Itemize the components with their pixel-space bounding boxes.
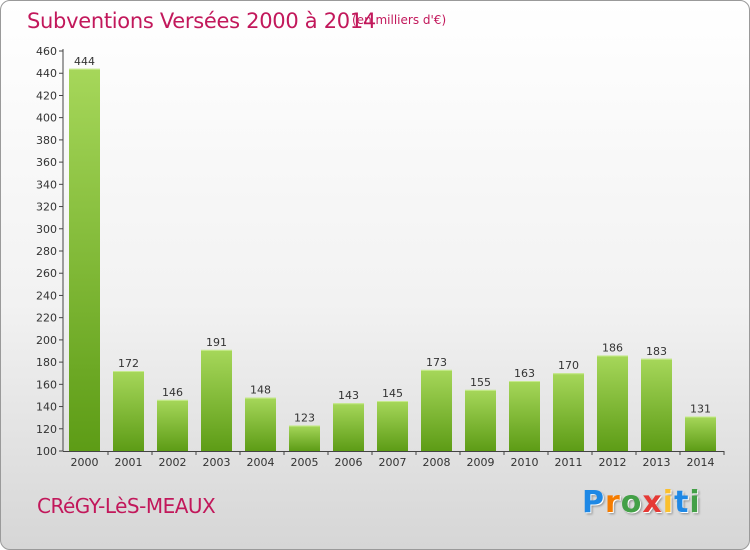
chart-title: Subventions Versées 2000 à 2014 (27, 9, 376, 33)
bar-2007 (377, 401, 408, 451)
logo-letter: o (620, 485, 643, 520)
y-tick-label: 260 (36, 267, 57, 280)
data-label: 145 (382, 387, 403, 400)
y-tick-label: 200 (36, 334, 57, 347)
bar-2010 (509, 381, 540, 451)
bar-2001 (113, 371, 144, 451)
x-tick-label: 2008 (423, 456, 451, 469)
y-tick-label: 220 (36, 312, 57, 325)
commune-name: CRéGY-LèS-MEAUX (37, 494, 216, 518)
y-tick-label: 120 (36, 423, 57, 436)
x-tick-label: 2014 (687, 456, 715, 469)
x-tick-label: 2011 (555, 456, 583, 469)
proxiti-logo: Proxiti (582, 485, 701, 520)
x-tick-label: 2002 (159, 456, 187, 469)
logo-letter: x (642, 485, 663, 520)
y-tick-label: 100 (36, 445, 57, 458)
data-label: 148 (250, 384, 271, 397)
y-tick-label: 400 (36, 112, 57, 125)
bar-2006 (333, 403, 364, 451)
data-label: 123 (294, 411, 315, 424)
x-tick-label: 2004 (247, 456, 275, 469)
data-label: 183 (646, 345, 667, 358)
bar-2014 (685, 416, 716, 451)
y-tick-label: 460 (36, 45, 57, 58)
bar-2005 (289, 425, 320, 451)
bars (69, 68, 716, 452)
data-label: 155 (470, 376, 491, 389)
x-tick-label: 2009 (467, 456, 495, 469)
data-label: 143 (338, 389, 359, 402)
x-tick-label: 2006 (335, 456, 363, 469)
y-tick-label: 180 (36, 356, 57, 369)
y-tick-label: 160 (36, 378, 57, 391)
y-tick-label: 300 (36, 223, 57, 236)
y-tick-label: 420 (36, 89, 57, 102)
y-tick-label: 280 (36, 245, 57, 258)
data-label: 163 (514, 367, 535, 380)
x-tick-label: 2013 (643, 456, 671, 469)
x-tick-label: 2010 (511, 456, 539, 469)
x-tick-label: 2012 (599, 456, 627, 469)
bar-2011 (553, 373, 584, 451)
y-tick-label: 440 (36, 67, 57, 80)
x-tick-label: 2001 (115, 456, 143, 469)
logo-letter: r (605, 485, 621, 520)
bar-2013 (641, 358, 672, 451)
x-axis: 2000 2001 2002 2003 2004 2005 2006 2007 2008 2009… (63, 451, 725, 469)
x-tick-label: 2005 (291, 456, 319, 469)
bar-2003 (201, 349, 232, 451)
logo-letter: i (662, 485, 675, 520)
x-tick-label: 2003 (203, 456, 231, 469)
y-tick-label: 360 (36, 156, 57, 169)
data-label: 146 (162, 386, 183, 399)
y-tick-label: 320 (36, 201, 57, 214)
bar-2002 (157, 399, 188, 451)
bar-2009 (465, 389, 496, 451)
data-label: 170 (558, 359, 579, 372)
y-tick-label: 240 (36, 289, 57, 302)
data-label: 191 (206, 336, 227, 349)
bar-2008 (421, 369, 452, 451)
data-label: 173 (426, 356, 447, 369)
data-label: 444 (74, 55, 95, 68)
data-label: 186 (602, 341, 623, 354)
y-axis: 100 120 140 160 180 200 220 240 260 280 300 320 340 3… (36, 45, 64, 458)
bar-2000 (69, 68, 100, 452)
bar-2012 (597, 355, 628, 451)
data-labels: 444 172 146 191 148 123 143 145 173 155 163 170 186 1… (74, 55, 711, 425)
y-tick-label: 340 (36, 178, 57, 191)
bar-2004 (245, 397, 276, 451)
logo-letter: i (689, 485, 701, 520)
unit-note: (en milliers d'€) (352, 13, 447, 27)
y-tick-label: 380 (36, 134, 57, 147)
logo-letter: P (582, 485, 605, 520)
data-label: 172 (118, 357, 139, 370)
data-label: 131 (690, 403, 711, 416)
logo-letter: t (674, 485, 690, 520)
x-tick-label: 2007 (379, 456, 407, 469)
y-tick-label: 140 (36, 401, 57, 414)
x-tick-label: 2000 (71, 456, 99, 469)
